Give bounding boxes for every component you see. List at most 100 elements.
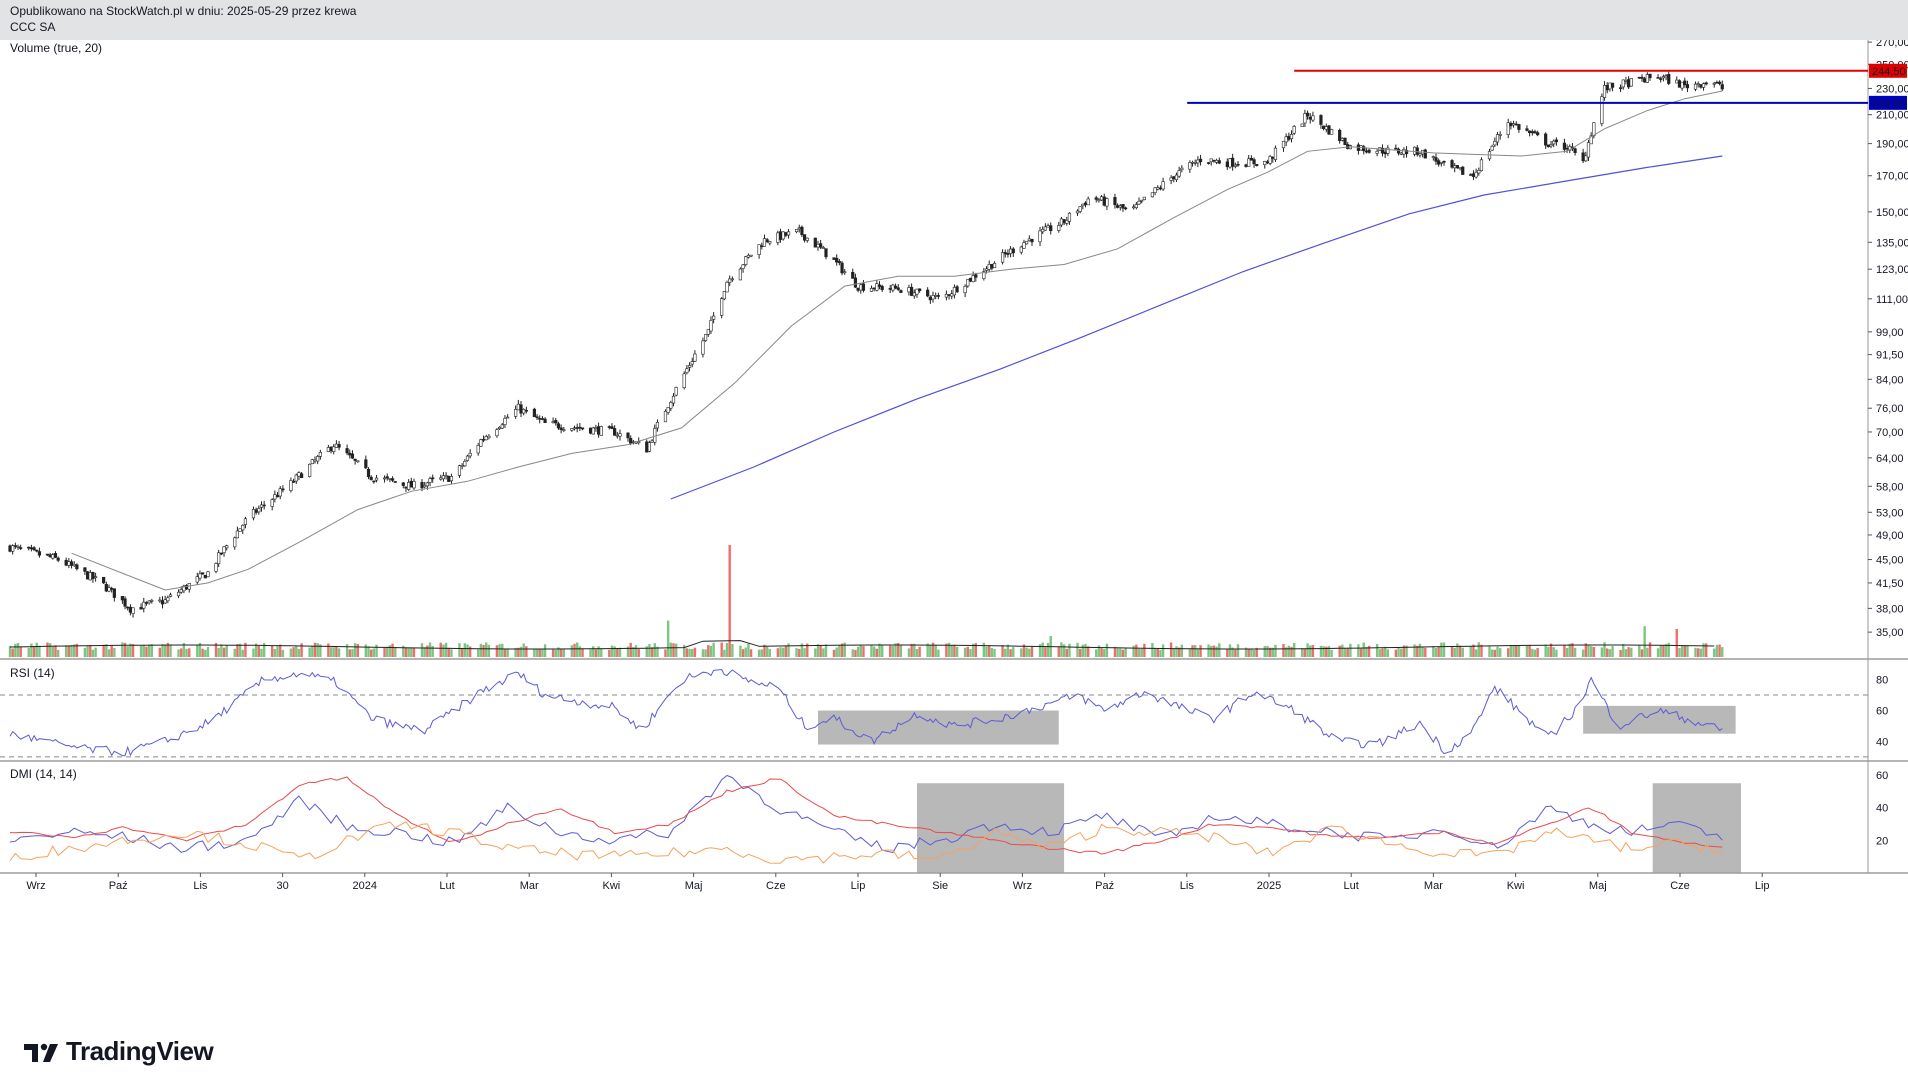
candle-up xyxy=(1300,123,1304,127)
volume-bar xyxy=(147,644,151,657)
volume-bar xyxy=(1442,642,1446,657)
volume-bar xyxy=(1060,642,1063,657)
volume-bar xyxy=(1662,645,1665,657)
rsi-tick-label: 60 xyxy=(1876,706,1888,718)
candle-up xyxy=(690,361,694,365)
volume-bar xyxy=(1210,645,1213,657)
candle-up xyxy=(682,373,686,389)
candle-up xyxy=(67,561,71,566)
candle-up xyxy=(235,530,240,539)
volume-bar xyxy=(14,643,17,657)
candle-up xyxy=(1067,212,1072,222)
chart-canvas[interactable]: 270,00250,00230,00210,00190,00170,00150,… xyxy=(0,40,1908,1085)
volume-bar xyxy=(1627,647,1630,657)
rsi-tick-label: 80 xyxy=(1876,675,1888,687)
candle-up xyxy=(1664,75,1668,78)
volume-bar xyxy=(1496,646,1499,657)
candle-up xyxy=(701,340,705,355)
volume-bar xyxy=(1349,643,1352,657)
volume-bar xyxy=(1359,648,1363,657)
volume-bar xyxy=(1699,648,1703,657)
dmi-tick-label: 20 xyxy=(1876,835,1888,847)
volume-bar xyxy=(1587,644,1590,657)
volume-bar xyxy=(1549,643,1553,657)
candle-down xyxy=(800,226,804,236)
candle-down xyxy=(1442,160,1446,163)
volume-bar xyxy=(1301,648,1304,657)
candle-up xyxy=(1041,229,1045,233)
volume-bar xyxy=(113,648,116,657)
volume-bar xyxy=(182,643,186,657)
volume-bar xyxy=(712,642,715,657)
x-tick-label: 2024 xyxy=(353,880,377,892)
candle-up xyxy=(1065,220,1069,224)
candle-down xyxy=(1546,144,1550,147)
candle-up xyxy=(217,552,221,564)
candle-up xyxy=(412,481,416,489)
candle-up xyxy=(966,279,970,287)
volume-bar xyxy=(824,644,828,657)
candle-up xyxy=(687,365,692,368)
candle-up xyxy=(289,480,293,491)
candle-down xyxy=(201,572,205,575)
candle-up xyxy=(706,329,710,335)
candle-up xyxy=(1284,136,1288,143)
volume-bar xyxy=(1568,643,1571,657)
volume-bar xyxy=(214,642,218,657)
candle-up xyxy=(570,428,574,431)
candle-up xyxy=(1402,149,1406,155)
candle-up xyxy=(214,563,218,572)
price-tick-label: 135,00 xyxy=(1876,237,1908,249)
candle-up xyxy=(1498,133,1502,136)
volume-bar xyxy=(313,642,317,657)
volume-bar xyxy=(859,644,862,657)
volume-bar xyxy=(166,642,170,657)
volume-bar xyxy=(1252,649,1256,657)
volume-bar xyxy=(1194,645,1197,657)
candle-up xyxy=(1303,113,1307,124)
volume-bar xyxy=(204,649,207,657)
volume-bar xyxy=(1367,645,1371,657)
volume-bar xyxy=(316,643,319,657)
candle-up xyxy=(816,243,820,248)
candle-down xyxy=(1685,84,1690,89)
candle-down xyxy=(1640,76,1644,79)
candle-up xyxy=(1386,147,1390,154)
volume-bar xyxy=(1357,644,1360,657)
candle-up xyxy=(179,589,183,593)
volume-bar xyxy=(1469,645,1472,657)
dmi-shaded-zone xyxy=(916,783,1065,873)
volume-bar xyxy=(1191,645,1194,657)
candle-down xyxy=(1423,149,1427,159)
candle-up xyxy=(1292,126,1296,134)
candle-up xyxy=(869,288,874,292)
candle-down xyxy=(910,286,914,296)
candle-down xyxy=(837,261,841,263)
candle-down xyxy=(8,545,12,552)
volume-bar xyxy=(233,648,236,657)
candle-up xyxy=(1233,164,1237,167)
candle-down xyxy=(893,285,898,289)
volume-bar xyxy=(600,648,603,657)
candle-up xyxy=(313,459,317,462)
volume-bar xyxy=(1686,645,1689,657)
volume-bar xyxy=(616,648,619,657)
volume-bar xyxy=(1477,642,1480,657)
volume-bar xyxy=(1638,645,1641,657)
candle-down xyxy=(540,418,545,420)
volume-bar xyxy=(327,643,330,657)
candle-up xyxy=(166,597,170,602)
volume-bar xyxy=(1640,649,1644,657)
volume-bar xyxy=(650,647,654,657)
volume-bar xyxy=(1151,643,1154,657)
candle-down xyxy=(1627,79,1631,88)
candle-up xyxy=(1712,82,1716,85)
candle-down xyxy=(1062,219,1066,224)
candle-down xyxy=(1704,82,1708,85)
volume-bar xyxy=(744,647,747,657)
candle-up xyxy=(1156,187,1160,190)
candle-down xyxy=(1514,123,1518,126)
candle-down xyxy=(1030,238,1034,243)
candle-down xyxy=(1415,147,1419,155)
candle-up xyxy=(1645,74,1649,83)
